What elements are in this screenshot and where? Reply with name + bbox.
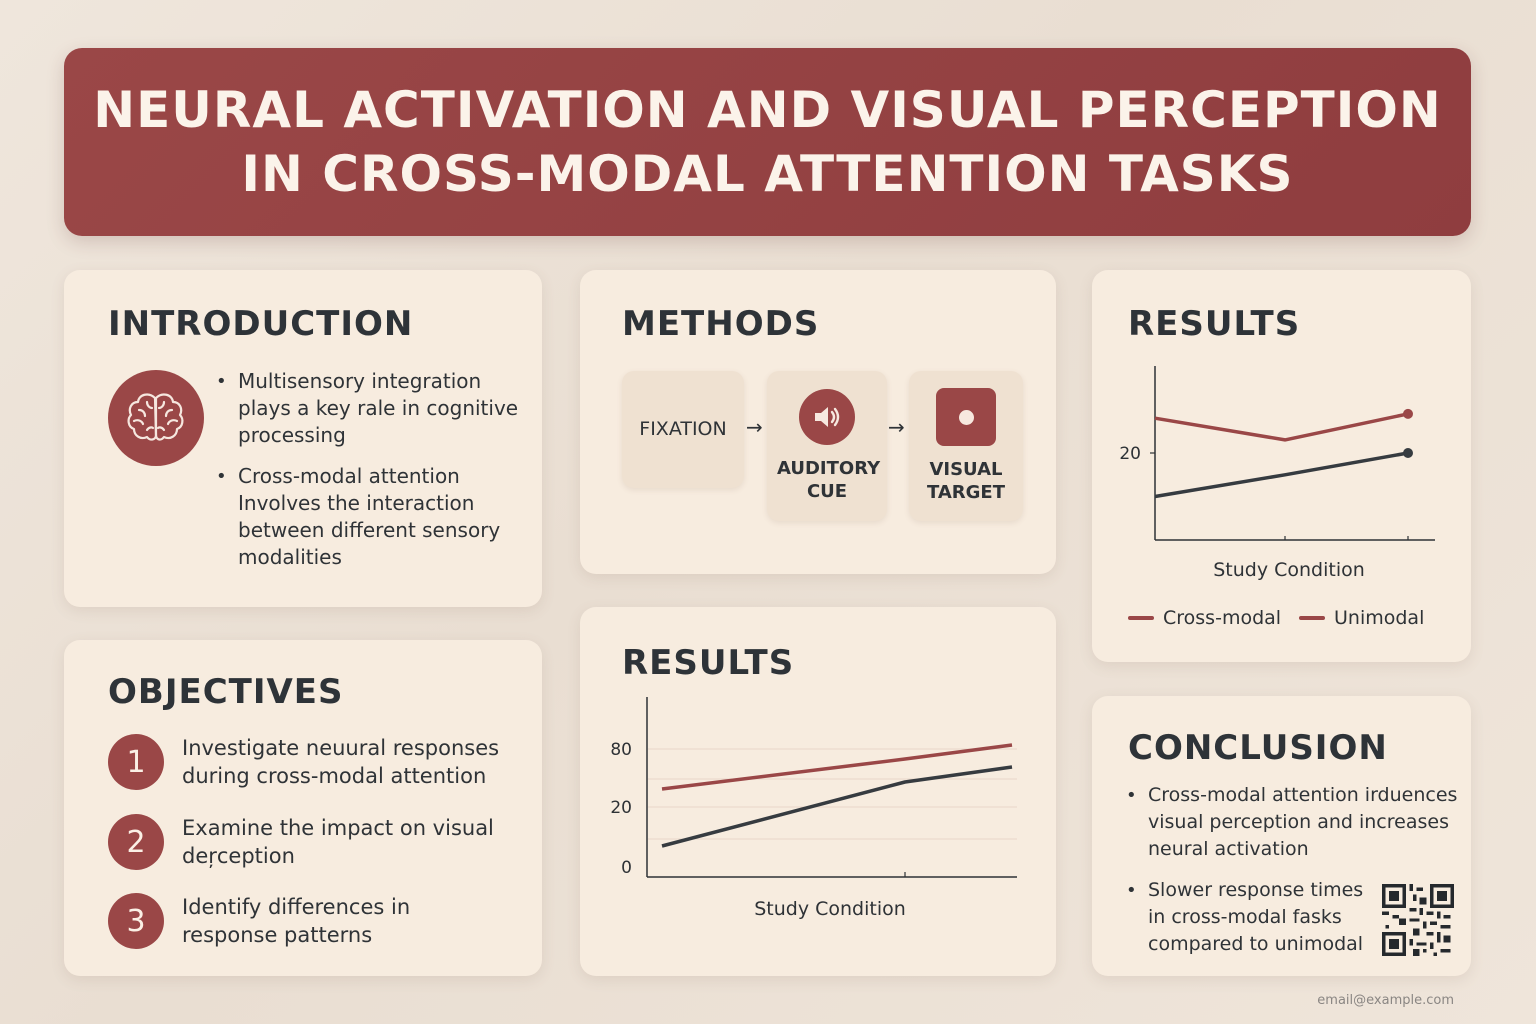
x-axis-label: Study Condition bbox=[1213, 559, 1365, 581]
methods-card: METHODS FIXATION → AUDITORY CUE → VISUAL… bbox=[580, 270, 1056, 574]
results-heading: RESULTS bbox=[1128, 304, 1301, 344]
objective-text: Investigate neuural responses during cro… bbox=[182, 736, 500, 788]
title-line-2: IN CROSS-MODAL ATTENTION TASKS bbox=[241, 145, 1294, 203]
objective-item: 3 Identify differences in response patte… bbox=[108, 893, 502, 949]
step-label: VISUAL TARGET bbox=[926, 459, 1006, 503]
objectives-card: OBJECTIVES 1 Investigate neuural respons… bbox=[64, 640, 542, 976]
results-line-chart-bottom: 0 20 80 Study Condition bbox=[610, 697, 1017, 920]
y-tick-label: 0 bbox=[621, 858, 632, 878]
footer-email[interactable]: email@example.com bbox=[1317, 993, 1454, 1008]
step-auditory-cue: AUDITORY CUE bbox=[767, 371, 887, 521]
legend-cross-modal: Cross-modal bbox=[1128, 607, 1281, 629]
step-visual-target: VISUAL TARGET bbox=[909, 371, 1023, 521]
step-label: AUDITORY CUE bbox=[777, 458, 881, 502]
series-line-1 bbox=[1154, 412, 1409, 442]
results-card-top: RESULTS 20 Study Condition Cross-modal Un… bbox=[1092, 270, 1471, 662]
y-tick-label: 20 bbox=[1119, 444, 1141, 464]
results-card-bottom: RESULTS 0 20 80 Study Condition bbox=[580, 607, 1056, 976]
results-heading: RESULTS bbox=[622, 643, 795, 683]
series-line-0 bbox=[661, 743, 1013, 791]
series-line-1 bbox=[661, 765, 1013, 848]
methods-heading: METHODS bbox=[622, 304, 820, 344]
series-marker-0 bbox=[1403, 448, 1413, 458]
y-tick-label: 20 bbox=[610, 798, 632, 818]
qr-code-icon bbox=[1382, 884, 1454, 956]
conclusion-bullet: Cross-modal attention irduences visual p… bbox=[1120, 782, 1460, 863]
arrow-icon: → bbox=[888, 415, 905, 439]
objectives-heading: OBJECTIVES bbox=[108, 672, 344, 712]
conclusion-bullets: Cross-modal attention irduences visual p… bbox=[1120, 782, 1460, 972]
objective-text: Examine the impact on visual deŗception bbox=[182, 816, 494, 868]
objective-number: 3 bbox=[108, 893, 164, 949]
legend-label: Unimodal bbox=[1334, 607, 1425, 629]
series-line-0 bbox=[1154, 451, 1409, 499]
title-banner: NEURAL ACTIVATION AND VISUAL PERCEPTION … bbox=[64, 48, 1471, 236]
arrow-icon: → bbox=[746, 415, 763, 439]
introduction-bullet: Cross-modal attention Involves the inter… bbox=[210, 463, 520, 571]
introduction-bullet: Multisensory integration plays a key ral… bbox=[210, 368, 520, 449]
results-line-chart-top: 20 Study Condition bbox=[1119, 366, 1435, 581]
introduction-card: INTRODUCTION Multisensory integration pl… bbox=[64, 270, 542, 607]
conclusion-bullet: Slower response times in cross-modal fas… bbox=[1120, 877, 1370, 958]
target-square-icon bbox=[936, 388, 996, 446]
brain-icon bbox=[108, 370, 204, 466]
conclusion-card: CONCLUSION Cross-modal attention irduenc… bbox=[1092, 696, 1471, 976]
speaker-icon bbox=[799, 389, 855, 445]
step-label: FIXATION bbox=[639, 418, 727, 440]
legend-swatch bbox=[1299, 616, 1325, 620]
legend-label: Cross-modal bbox=[1163, 607, 1282, 629]
objective-number: 1 bbox=[108, 734, 164, 790]
legend-unimodal: Unimodal bbox=[1299, 607, 1424, 629]
objective-item: 1 Investigate neuural responses during c… bbox=[108, 734, 502, 790]
title-line-1: NEURAL ACTIVATION AND VISUAL PERCEPTION bbox=[93, 81, 1442, 139]
objective-text: Identify differences in response pattern… bbox=[182, 895, 411, 947]
introduction-bullets: Multisensory integration plays a key ral… bbox=[210, 368, 520, 585]
objective-item: 2 Examine the impact on visual deŗceptio… bbox=[108, 814, 502, 870]
x-axis-label: Study Condition bbox=[754, 898, 906, 920]
introduction-heading: INTRODUCTION bbox=[108, 304, 414, 344]
series-marker-1 bbox=[1403, 408, 1413, 419]
objective-number: 2 bbox=[108, 814, 164, 870]
legend-swatch bbox=[1128, 616, 1154, 620]
y-tick-label: 80 bbox=[610, 740, 632, 760]
conclusion-heading: CONCLUSION bbox=[1128, 728, 1388, 768]
step-fixation: FIXATION bbox=[622, 371, 744, 488]
